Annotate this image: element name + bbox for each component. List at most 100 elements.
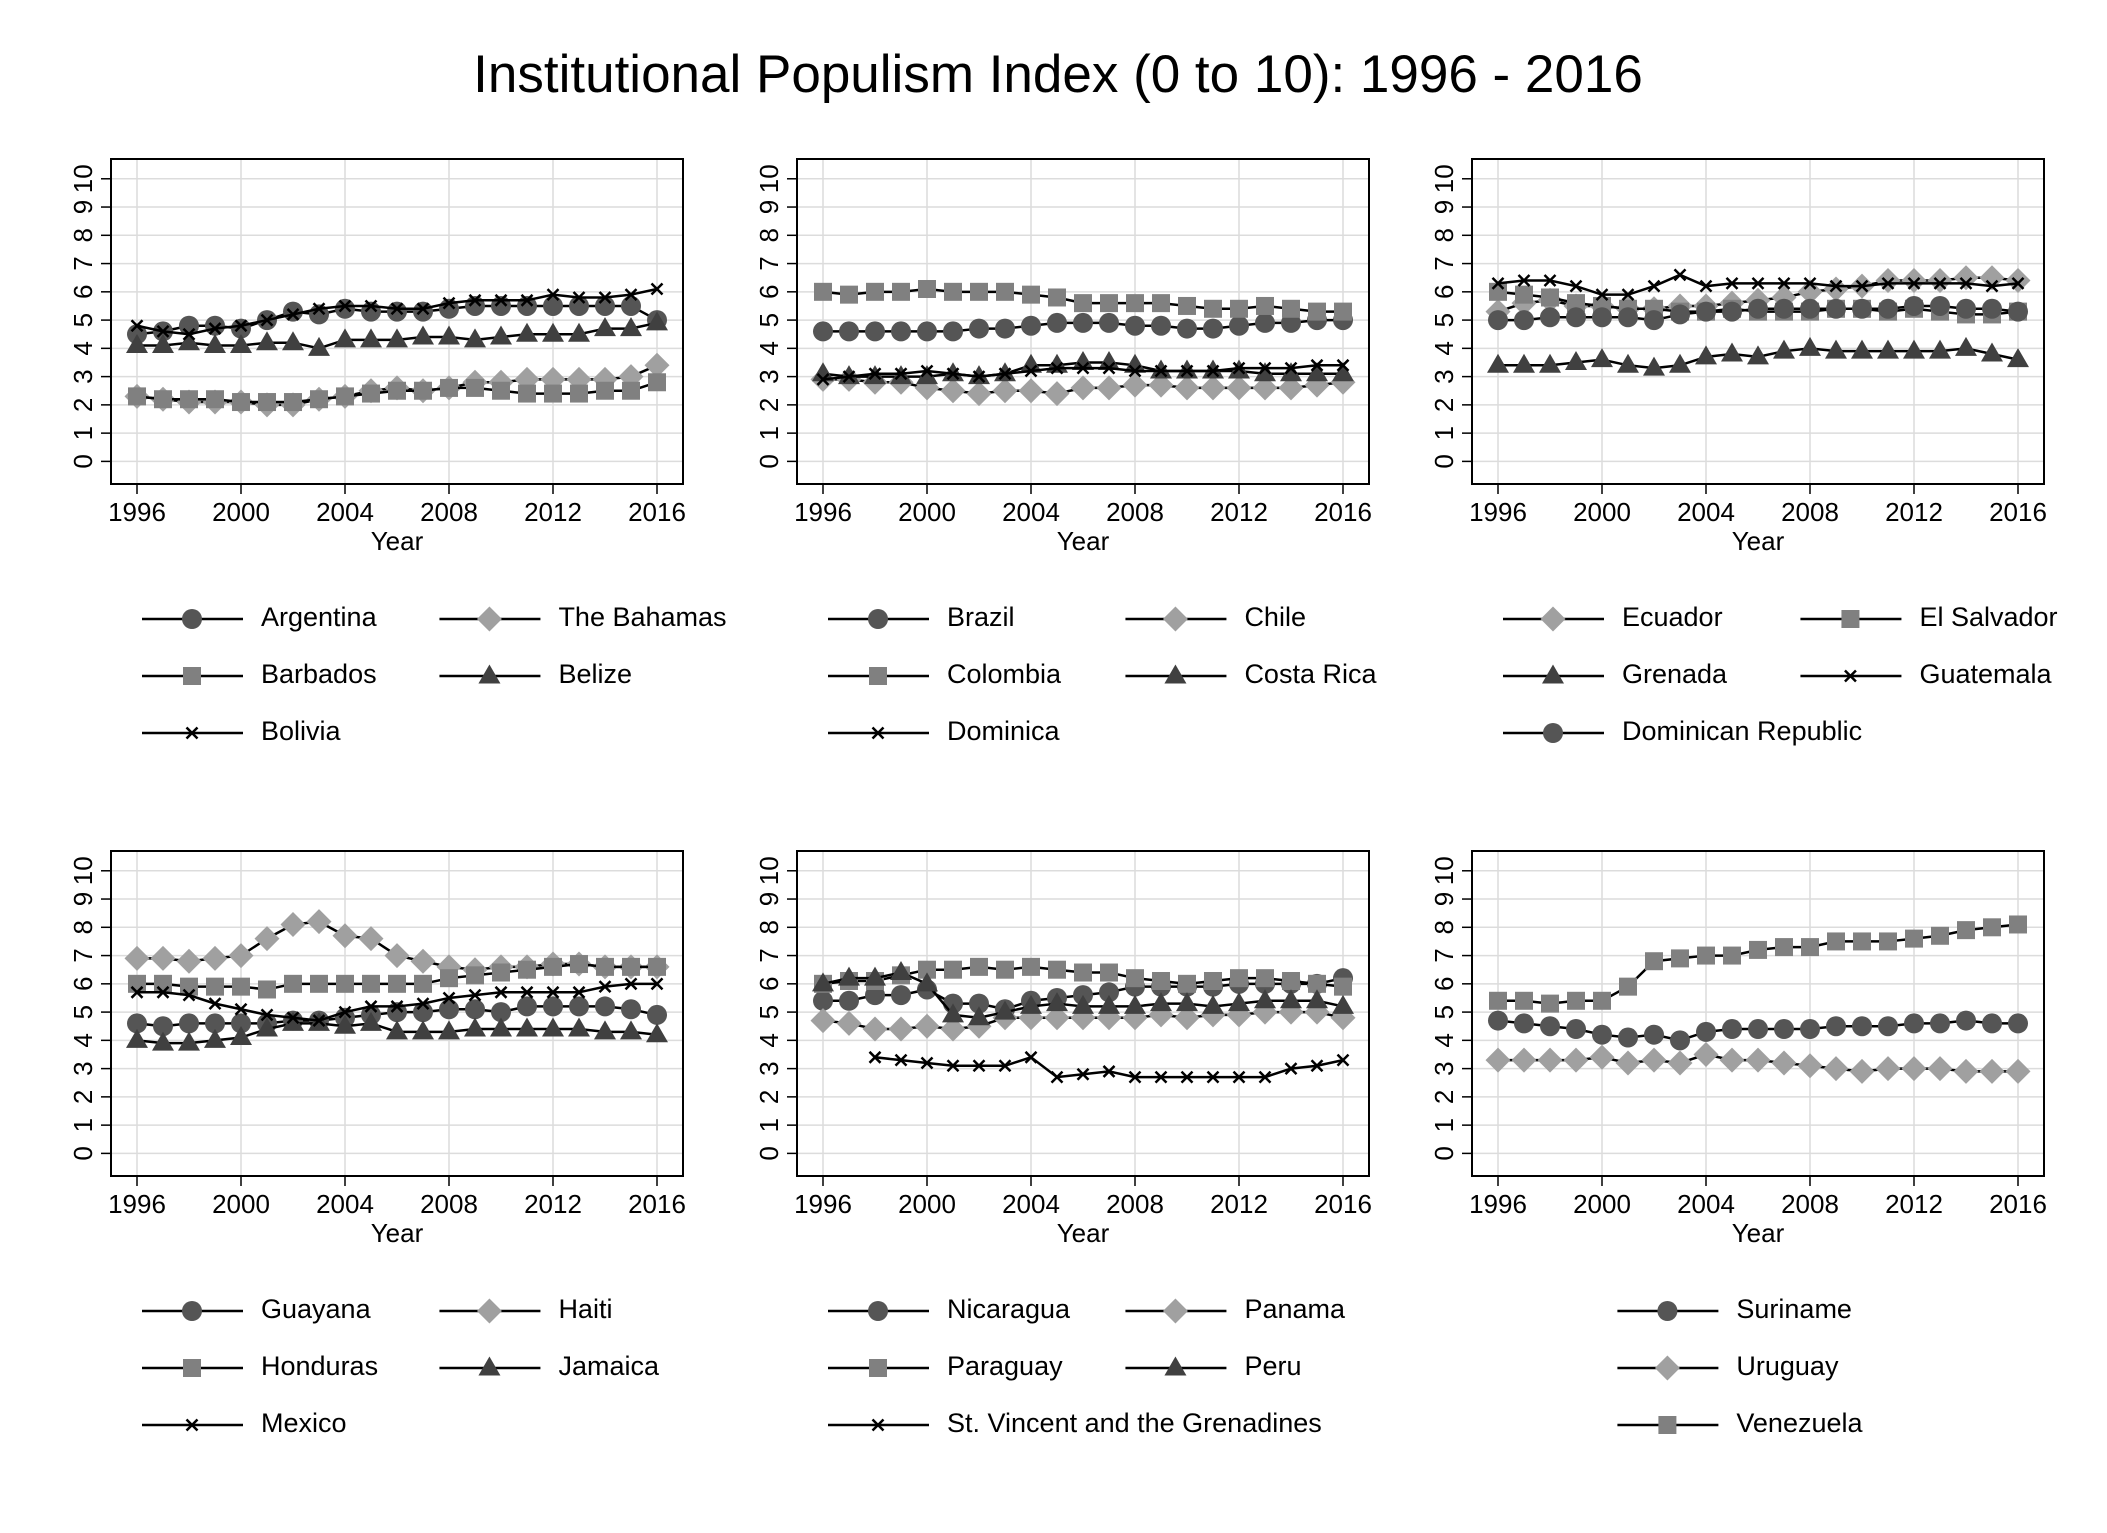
marker [364, 299, 378, 313]
marker [622, 957, 640, 976]
marker [1673, 268, 1687, 282]
y-tick-label: 2 [68, 398, 98, 412]
marker [360, 328, 382, 348]
marker [1723, 946, 1741, 965]
y-tick-label: 10 [1429, 856, 1459, 885]
marker [1098, 994, 1120, 1014]
marker [1124, 994, 1146, 1014]
marker [1881, 276, 1895, 290]
y-tick-label: 4 [68, 1033, 98, 1047]
marker [1747, 345, 1769, 365]
marker [1048, 288, 1066, 307]
marker [234, 319, 248, 333]
x-tick-label: 2016 [628, 497, 686, 527]
marker [154, 390, 172, 409]
marker [1154, 1070, 1168, 1084]
marker [596, 957, 614, 976]
marker [1644, 310, 1664, 331]
x-tick-label: 2012 [524, 1189, 582, 1219]
marker [308, 336, 330, 356]
marker [1985, 279, 1999, 293]
marker [1073, 312, 1093, 333]
marker [1927, 268, 1953, 294]
plot-area [1472, 851, 2044, 1176]
marker [594, 317, 616, 337]
marker [1336, 358, 1350, 372]
marker [1150, 359, 1172, 379]
marker [180, 977, 198, 996]
legend-label: Brazil [947, 602, 1015, 632]
marker [1852, 298, 1872, 319]
y-tick-label: 1 [1429, 426, 1459, 440]
y-tick-label: 6 [754, 977, 784, 991]
marker [1100, 963, 1118, 982]
marker [230, 334, 252, 354]
marker [1722, 301, 1742, 322]
marker [1281, 312, 1301, 333]
marker [1206, 364, 1220, 378]
marker [1491, 276, 1505, 290]
marker [1799, 336, 1821, 356]
marker [543, 996, 563, 1017]
marker [1877, 339, 1899, 359]
marker [2005, 1058, 2031, 1084]
x-tick-label: 1996 [1469, 1189, 1527, 1219]
marker [1901, 268, 1927, 294]
marker [1226, 375, 1252, 401]
marker [918, 280, 936, 298]
marker [1592, 307, 1612, 328]
marker [1593, 991, 1611, 1010]
marker [1489, 991, 1507, 1010]
marker [1072, 994, 1094, 1014]
marker [1282, 299, 1300, 318]
marker [336, 974, 354, 993]
marker [810, 1008, 836, 1034]
marker [1543, 274, 1557, 287]
marker [868, 367, 882, 381]
marker [516, 1017, 538, 1037]
legend-label: Panama [1244, 1294, 1346, 1324]
marker [838, 365, 860, 385]
marker [2011, 276, 2025, 290]
marker [970, 282, 988, 301]
marker [1907, 276, 1921, 290]
marker [1046, 992, 1068, 1012]
marker [1511, 1047, 1537, 1073]
marker [334, 1014, 356, 1034]
marker [1592, 1024, 1612, 1045]
marker [1126, 294, 1144, 313]
marker [465, 999, 485, 1020]
marker [1024, 364, 1038, 378]
marker [1021, 315, 1041, 336]
marker [1336, 1053, 1350, 1067]
marker [1074, 294, 1092, 313]
marker [968, 1006, 990, 1026]
marker [1515, 991, 1533, 1010]
marker [491, 1002, 511, 1023]
marker [1930, 1013, 1950, 1034]
marker [1797, 279, 1823, 305]
marker [1152, 972, 1170, 990]
marker [182, 1301, 202, 1321]
marker [1332, 362, 1354, 382]
marker [387, 301, 407, 322]
marker [994, 362, 1016, 382]
marker [1569, 279, 1583, 293]
figure-title: Institutional Populism Index (0 to 10): … [473, 45, 1643, 104]
marker [940, 378, 966, 404]
marker [156, 325, 170, 338]
y-tick-label: 6 [754, 285, 784, 299]
plot-frame [110, 850, 684, 1177]
x-tick-label: 2004 [1677, 1189, 1735, 1219]
marker [1174, 375, 1200, 401]
marker [179, 1013, 199, 1034]
x-tick-label: 2008 [420, 497, 478, 527]
marker [1258, 361, 1272, 375]
marker [1164, 664, 1187, 684]
legend-label: The Bahamas [558, 602, 726, 632]
marker [598, 980, 612, 994]
x-tick-label: 2016 [628, 1189, 686, 1219]
marker [1176, 359, 1198, 379]
y-tick-label: 8 [68, 228, 98, 242]
marker [231, 1013, 251, 1034]
